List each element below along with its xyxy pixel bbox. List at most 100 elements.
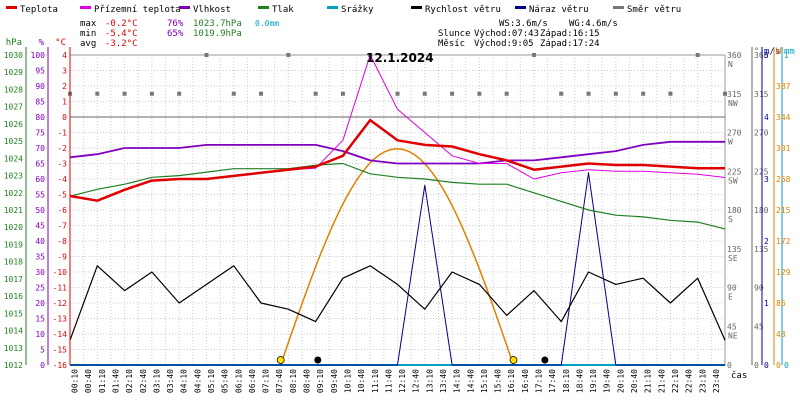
x-tick-label: 08:10 <box>289 369 298 393</box>
x-tick-label: 18:10 <box>562 369 571 393</box>
pressure-line <box>69 162 726 230</box>
hpa-tick-label: 1019 <box>4 240 23 249</box>
temp-tick-label: -2 <box>57 144 67 153</box>
x-tick-label: 06:40 <box>248 369 257 393</box>
pct-tick-label: 90 <box>35 82 45 91</box>
temp-tick-label: 3 <box>62 67 67 76</box>
legend-label-pocitova: Přízemní teplota <box>94 5 181 15</box>
x-tick-label: 23:40 <box>712 369 721 393</box>
pct-tick-label: 40 <box>35 237 45 246</box>
temp-tick-label: -9 <box>57 253 67 262</box>
wind-direction-point <box>395 91 400 96</box>
dir-name-label: NW <box>728 99 738 108</box>
temp-tick-label: -10 <box>53 268 68 277</box>
wind-direction-point <box>641 91 646 96</box>
legend-swatch-srazky <box>327 6 338 9</box>
legend-label-srazky: Srážky <box>341 5 374 15</box>
x-tick-label: 16:10 <box>507 369 516 393</box>
legend-swatch-vitr <box>411 6 422 9</box>
temp-tick-label: 1 <box>62 98 67 107</box>
x-tick-label: 22:10 <box>671 369 680 393</box>
hpa-tick-label: 1018 <box>4 258 23 267</box>
dir-axis-label: ° <box>754 47 759 57</box>
x-tick-label: 03:40 <box>166 369 175 393</box>
dir-degree-label: 45 <box>727 322 737 331</box>
legend-label-vitr: Rychlost větru <box>425 5 501 15</box>
w-tick-label: 129 <box>776 268 791 277</box>
ms-axis-label: m/s <box>764 47 780 57</box>
wind-direction-point <box>122 91 127 96</box>
sunset-marker <box>509 356 518 364</box>
wind-direction-point <box>422 91 427 96</box>
wind-direction-point <box>259 91 264 96</box>
pct-tick-label: 0 <box>40 361 45 370</box>
legend-swatch-smer <box>613 6 624 9</box>
pct-tick-label: 95 <box>35 67 45 76</box>
stats-min-press: 1019.9hPa <box>193 29 242 39</box>
ms-tick-label: 2 <box>764 237 769 246</box>
legend: Teplota Přízemní teplota Vlhkost Tlak Srážky… <box>6 5 681 15</box>
pct-tick-label: 5 <box>40 346 45 355</box>
pct-tick-label: 55 <box>35 191 45 200</box>
x-tick-label: 17:40 <box>548 369 557 393</box>
dir-name-label: N <box>728 60 733 69</box>
x-tick-label: 15:40 <box>494 369 503 393</box>
chart-title: 12.1.2024 <box>366 51 434 65</box>
pct-axis-label: % <box>39 38 45 48</box>
ms-tick-label: 0 <box>764 361 769 370</box>
dir-tick-label: 315 <box>754 90 769 99</box>
stats-min-hum: 65% <box>167 29 184 39</box>
wind-direction-point <box>286 53 291 57</box>
temp-tick-label: -13 <box>53 315 68 324</box>
x-tick-label: 03:10 <box>152 369 161 393</box>
legend-label-tlak: Tlak <box>272 5 294 15</box>
temp-tick-label: -3 <box>57 160 67 169</box>
hpa-tick-label: 1016 <box>4 292 23 301</box>
x-tick-label: 00:10 <box>71 369 80 393</box>
pct-tick-label: 85 <box>35 98 45 107</box>
hpa-tick-label: 1014 <box>4 327 23 336</box>
sun-label: Slunce <box>438 29 471 39</box>
x-tick-label: 14:40 <box>466 369 475 393</box>
x-tick-label: 01:10 <box>98 369 107 393</box>
stats-avg-label: avg <box>80 39 96 49</box>
stats-max-press: 1023.7hPa <box>193 19 242 29</box>
wind-direction-point <box>504 91 509 96</box>
legend-swatch-tlak <box>258 6 269 9</box>
x-tick-label: 13:40 <box>439 369 448 393</box>
hpa-tick-label: 1015 <box>4 309 23 318</box>
x-tick-label: 04:40 <box>193 369 202 393</box>
temp-tick-label: 2 <box>62 82 67 91</box>
wind-direction-point <box>531 53 536 57</box>
legend-label-smer: Směr větru <box>627 5 681 15</box>
w-axis-label: W <box>776 47 782 57</box>
pct-tick-label: 30 <box>35 268 45 277</box>
wind-direction-point <box>723 91 727 96</box>
hpa-tick-label: 1022 <box>4 189 23 198</box>
temperature-line <box>69 118 725 202</box>
x-tick-label: 21:10 <box>644 369 653 393</box>
x-tick-label: 21:40 <box>657 369 666 393</box>
ms-tick-label: 5 <box>764 51 769 60</box>
x-tick-label: 04:10 <box>180 369 189 393</box>
dir-name-label: SE <box>728 254 738 263</box>
w-tick-label: 86 <box>776 299 786 308</box>
hpa-tick-label: 1025 <box>4 137 23 146</box>
w-tick-label: 344 <box>776 113 791 122</box>
moon-set: Západ:17:24 <box>540 39 600 49</box>
stats-avg-temp: -3.2°C <box>105 39 138 49</box>
dir-degree-label: 270 <box>727 129 742 138</box>
moon-label: Měsíc <box>438 39 465 49</box>
dir-tick-label: 135 <box>754 245 769 254</box>
x-tick-label: 12:40 <box>412 369 421 393</box>
x-tick-label: 17:10 <box>535 369 544 393</box>
x-axis-label: čas <box>731 370 747 381</box>
info-panel: max -0.2°C 76% 1023.7hPa 0.0mm min -5.4°… <box>80 19 618 65</box>
legend-swatch-teplota <box>6 6 17 9</box>
dir-degree-label: 315 <box>727 90 742 99</box>
hpa-tick-label: 1012 <box>4 361 23 370</box>
legend-swatch-vlhkost <box>179 6 190 9</box>
x-tick-label: 01:40 <box>112 369 121 393</box>
hpa-tick-label: 1024 <box>4 154 23 163</box>
wind-direction-point <box>149 91 154 96</box>
